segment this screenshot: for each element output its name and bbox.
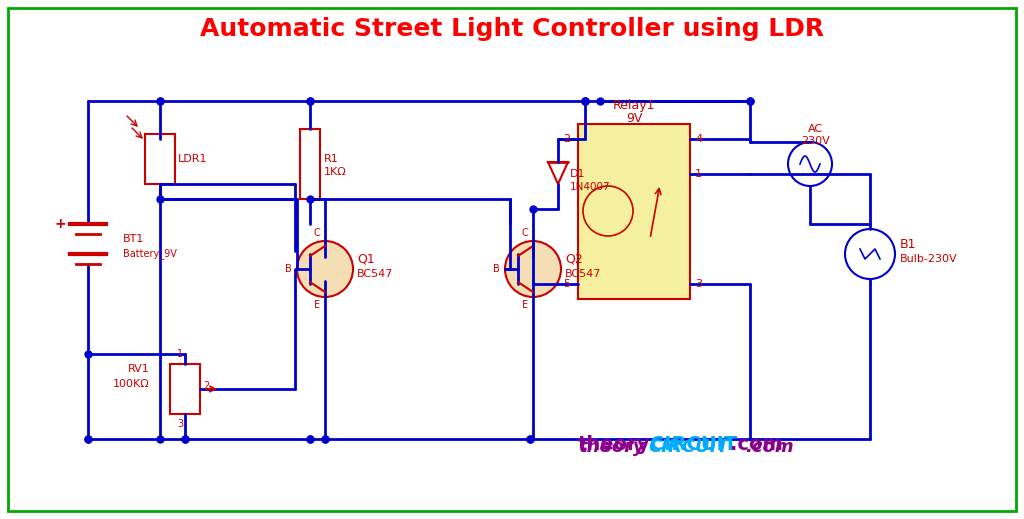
Bar [145, 134, 175, 184]
Text: 9V: 9V [626, 113, 642, 126]
Text: 4: 4 [695, 134, 702, 144]
Text: 5: 5 [563, 279, 570, 289]
Text: Q2: Q2 [565, 253, 583, 266]
Text: E: E [314, 300, 321, 310]
Text: LDR1: LDR1 [178, 154, 208, 164]
Text: E: E [522, 300, 528, 310]
Text: RV1: RV1 [128, 364, 150, 374]
Bar [170, 364, 200, 414]
Circle shape [845, 229, 895, 279]
Text: BC547: BC547 [565, 269, 601, 279]
Text: 100KΩ: 100KΩ [114, 379, 150, 389]
Text: theory: theory [578, 434, 650, 454]
Text: .com: .com [745, 438, 794, 456]
Text: AC: AC [808, 124, 822, 134]
Circle shape [583, 186, 633, 236]
Circle shape [505, 241, 561, 297]
Text: .com: .com [730, 434, 782, 454]
Text: C: C [313, 228, 321, 238]
Bar [578, 124, 690, 299]
Bar [300, 129, 319, 199]
Text: B: B [286, 264, 292, 274]
Text: 1KΩ: 1KΩ [324, 167, 347, 177]
Text: C: C [521, 228, 528, 238]
Text: +: + [54, 217, 66, 231]
Text: 3: 3 [695, 279, 702, 289]
Text: B: B [494, 264, 500, 274]
Text: R1: R1 [324, 154, 339, 164]
Text: Q1: Q1 [357, 253, 375, 266]
Text: 1: 1 [695, 169, 702, 179]
Text: 1: 1 [177, 349, 183, 359]
Text: 2: 2 [203, 381, 209, 391]
Text: Battery_9V: Battery_9V [123, 249, 177, 260]
Text: BC547: BC547 [357, 269, 393, 279]
Text: B1: B1 [900, 238, 916, 251]
Circle shape [297, 241, 353, 297]
Text: D1: D1 [570, 169, 586, 179]
Text: Automatic Street Light Controller using LDR: Automatic Street Light Controller using … [200, 17, 824, 41]
Text: CIRCUIT: CIRCUIT [650, 434, 737, 454]
Text: theory: theory [579, 438, 645, 456]
Text: BT1: BT1 [123, 234, 144, 244]
Text: 230V: 230V [801, 136, 829, 146]
Text: CIRCUIT: CIRCUIT [648, 438, 729, 456]
Text: Relay1: Relay1 [612, 100, 655, 113]
Text: 1N4007: 1N4007 [570, 182, 610, 192]
Text: 3: 3 [177, 419, 183, 429]
Circle shape [788, 142, 831, 186]
Text: Bulb-230V: Bulb-230V [900, 254, 957, 264]
Text: 2: 2 [563, 134, 570, 144]
Polygon shape [548, 162, 568, 184]
